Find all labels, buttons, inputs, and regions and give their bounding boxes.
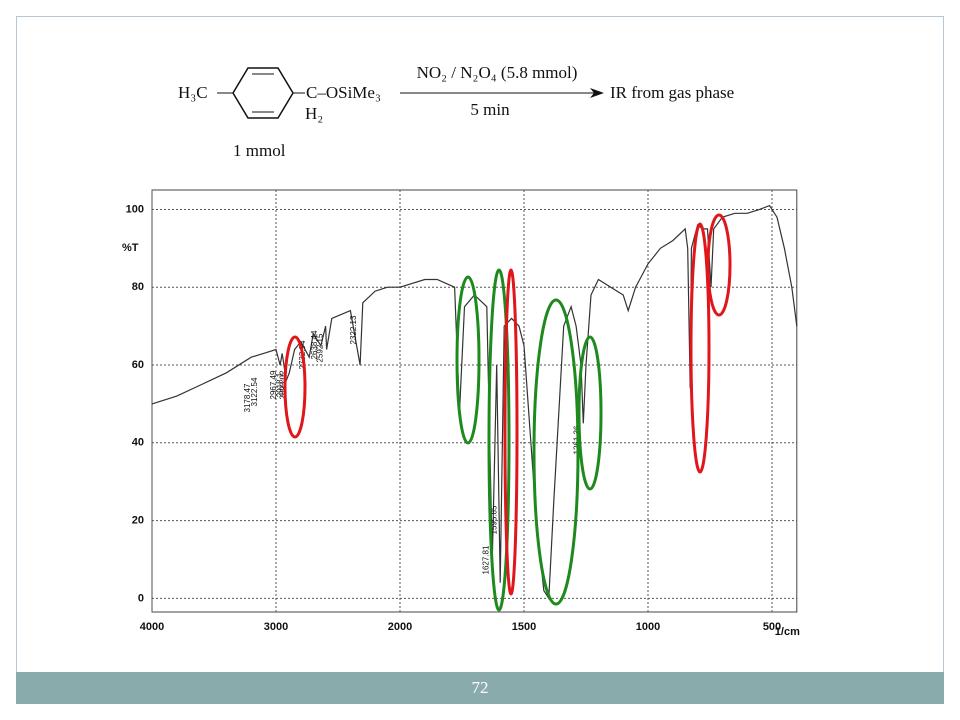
highlight bbox=[532, 298, 580, 606]
x-tick-label: 500 bbox=[763, 621, 781, 633]
x-tick-label: 3000 bbox=[264, 621, 288, 633]
time: 5 min bbox=[470, 100, 510, 119]
product: IR from gas phase bbox=[610, 83, 734, 102]
peak-label: 2893.02 bbox=[278, 370, 287, 399]
peak-label: 1595.85 bbox=[489, 505, 498, 534]
highlight bbox=[706, 213, 732, 317]
peak-label: 3122.54 bbox=[250, 377, 259, 406]
highlight bbox=[577, 335, 603, 491]
x-tick-label: 1000 bbox=[636, 621, 660, 633]
highlight bbox=[455, 275, 481, 445]
spectrum-line bbox=[151, 204, 798, 601]
footer-bar bbox=[16, 672, 944, 704]
y-tick-label: 80 bbox=[132, 281, 144, 293]
x-tick-label: 2000 bbox=[388, 621, 412, 633]
page-number: 72 bbox=[472, 678, 489, 697]
plot-frame bbox=[151, 189, 798, 613]
highlights bbox=[283, 213, 732, 612]
peak-label: 1627.81 bbox=[481, 545, 490, 574]
peak-label: 2918.1 bbox=[275, 372, 284, 397]
reactant-methyl: H₃C bbox=[178, 83, 208, 102]
y-axis-label: %T bbox=[122, 242, 139, 254]
reactant-silyl: C–OSiMe₃ bbox=[306, 83, 381, 102]
y-tick-label: 20 bbox=[132, 515, 144, 527]
highlight bbox=[487, 268, 511, 612]
y-tick-label: 0 bbox=[138, 592, 144, 604]
amount: 1 mmol bbox=[233, 141, 286, 160]
peak-label: 2967.49 bbox=[269, 370, 278, 399]
benzene-ring bbox=[232, 67, 294, 119]
peak-label: 2322.13 bbox=[349, 315, 358, 344]
peak-label: 2638.44 bbox=[310, 330, 319, 359]
reagent: NO₂ / N₂O₄ (5.8 mmol) bbox=[417, 63, 578, 82]
peak-label: 2592.15 bbox=[316, 333, 325, 362]
y-tick-label: 60 bbox=[132, 359, 144, 371]
x-axis-label: 1/cm bbox=[775, 626, 800, 638]
highlight bbox=[503, 268, 519, 596]
highlight bbox=[283, 335, 307, 439]
arrow-head bbox=[590, 88, 604, 98]
x-tick-label: 4000 bbox=[140, 621, 164, 633]
highlight bbox=[689, 222, 711, 474]
y-tick-label: 40 bbox=[132, 437, 144, 449]
ir-spectrum: 0 20 40 60 80 100 4000 3000 2000 1500 1000 500 %T 1/c… bbox=[122, 189, 800, 638]
x-tick-label: 1500 bbox=[512, 621, 536, 633]
reactant-ch2: H₂ bbox=[305, 104, 323, 123]
peak-label: 3178.47 bbox=[243, 383, 252, 412]
y-tick-label: 100 bbox=[126, 203, 144, 215]
